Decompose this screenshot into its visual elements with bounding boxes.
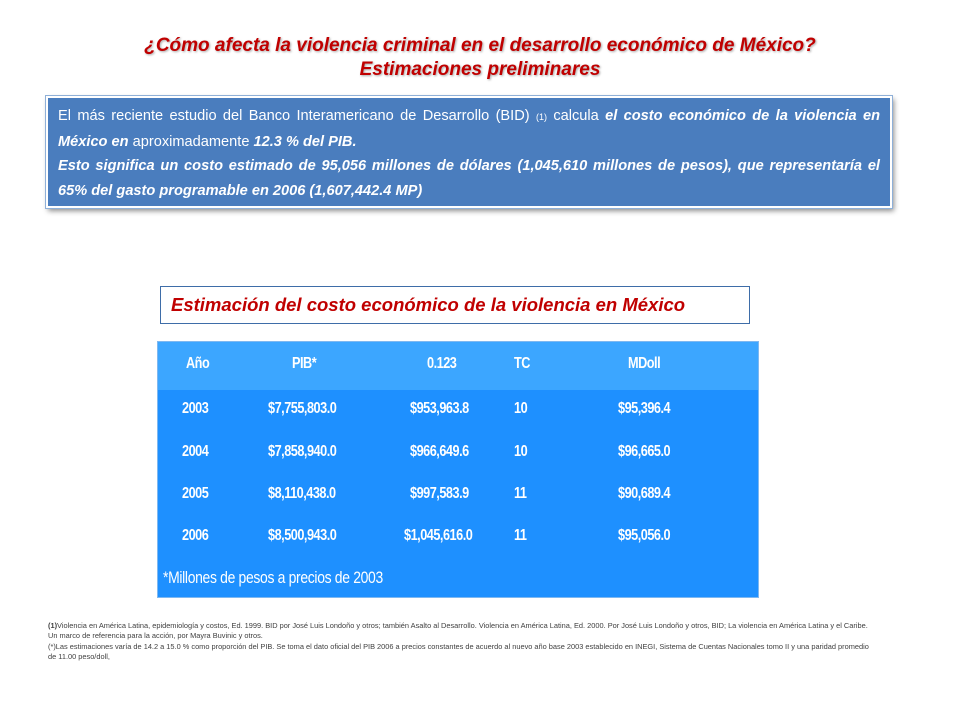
table-note: *Millones de pesos a precios de 2003: [163, 568, 383, 587]
table-cell: $1,045,616.0: [404, 527, 473, 544]
table-cell: 2004: [182, 443, 209, 460]
intro-emphasis: 12.3 % del PIB.: [253, 133, 357, 150]
table-cell: 10: [514, 400, 528, 417]
footnote-1: (1)Violencia en América Latina, epidemio…: [48, 621, 878, 642]
intro-text: El más reciente estudio del Banco Intera…: [58, 108, 536, 124]
table-cell: 2006: [182, 527, 209, 544]
table-cell: $966,649.6: [410, 443, 469, 460]
table-cell: $7,755,803.0: [268, 400, 337, 417]
footnotes: (1)Violencia en América Latina, epidemio…: [48, 621, 878, 663]
table-header-row: [158, 342, 758, 390]
table-cell: $8,110,438.0: [268, 485, 336, 502]
table-heading: Estimación del costo económico de la vio…: [160, 286, 750, 324]
page-title: ¿Cómo afecta la violencia criminal en el…: [0, 34, 960, 82]
table-cell: $96,665.0: [618, 443, 671, 460]
footnote-text: Violencia en América Latina, epidemiolog…: [48, 621, 868, 641]
header-cell: TC: [514, 355, 530, 372]
footnote-2: (*)Las estimaciones varía de 14.2 a 15.0…: [48, 641, 869, 662]
intro-reference: (1): [535, 112, 547, 122]
table-cell: 11: [514, 527, 527, 544]
intro-text: calcula: [546, 108, 606, 124]
table-cell: 2005: [182, 485, 209, 502]
footnote-ref: (1): [48, 621, 58, 630]
table-cell: 11: [514, 485, 527, 502]
table-cell: $95,396.4: [618, 400, 671, 417]
header-cell: Año: [186, 355, 210, 372]
intro-paragraph-2: Esto significa un costo estimado de 95,0…: [58, 158, 880, 199]
table-cell: $90,689.4: [618, 485, 671, 502]
table-cell: $997,583.9: [410, 485, 469, 502]
table-cell: 10: [514, 443, 528, 460]
intro-text: aproximadamente: [128, 133, 254, 150]
table-cell: 2003: [182, 400, 209, 417]
table-cell: $8,500,943.0: [268, 527, 337, 544]
table-cell: $95,056.0: [618, 527, 671, 544]
table-cell: $953,963.8: [410, 400, 469, 417]
cost-table: Año PIB* 0.123 TC MDoll 2003 $7,755,803.…: [157, 341, 759, 598]
table-cell: $7,858,940.0: [268, 443, 337, 460]
header-cell: MDoll: [628, 355, 661, 372]
intro-paragraph-1: El más reciente estudio del Banco Intera…: [58, 104, 880, 154]
intro-box: El más reciente estudio del Banco Intera…: [45, 95, 893, 209]
header-cell: 0.123: [427, 355, 457, 372]
title-line-2: Estimaciones preliminares: [359, 59, 601, 80]
header-cell: PIB*: [292, 355, 317, 372]
title-line-1: ¿Cómo afecta la violencia criminal en el…: [144, 35, 816, 56]
intro-emphasis: el costo económico de la violencia en Mé…: [58, 108, 880, 150]
